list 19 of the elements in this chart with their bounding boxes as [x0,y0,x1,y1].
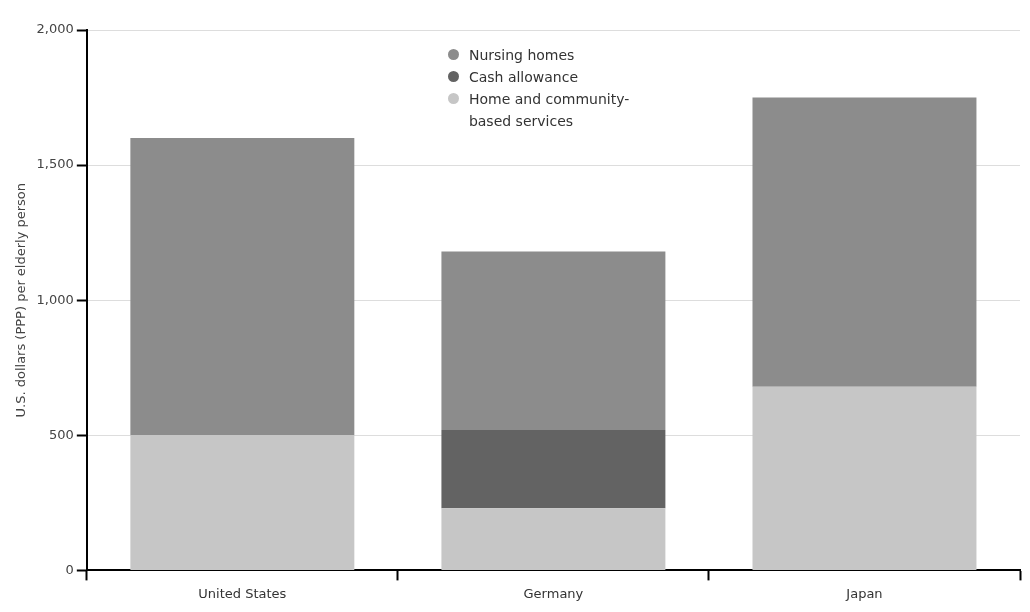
bar [752,386,977,570]
legend-label: Nursing homes [468,46,575,65]
bar [441,508,666,570]
x-tick-label: United States [198,585,287,601]
y-tick-label: 500 [48,426,74,442]
bar [752,97,977,387]
bar [441,251,666,430]
y-tick-label: 0 [65,561,74,577]
legend-label: Home and community-based services [468,90,631,131]
bar [441,429,666,509]
legend-label: Cash allowance [468,68,579,87]
bar [130,138,355,436]
y-axis-title: U.S. dollars (PPP) per elderly person [13,182,29,418]
x-tick-label: Japan [845,585,883,601]
y-tick-label: 1,000 [36,291,74,307]
y-tick-label: 1,500 [36,156,74,172]
bar [130,435,355,570]
x-tick-label: Germany [523,585,584,601]
y-tick-label: 2,000 [36,21,74,37]
